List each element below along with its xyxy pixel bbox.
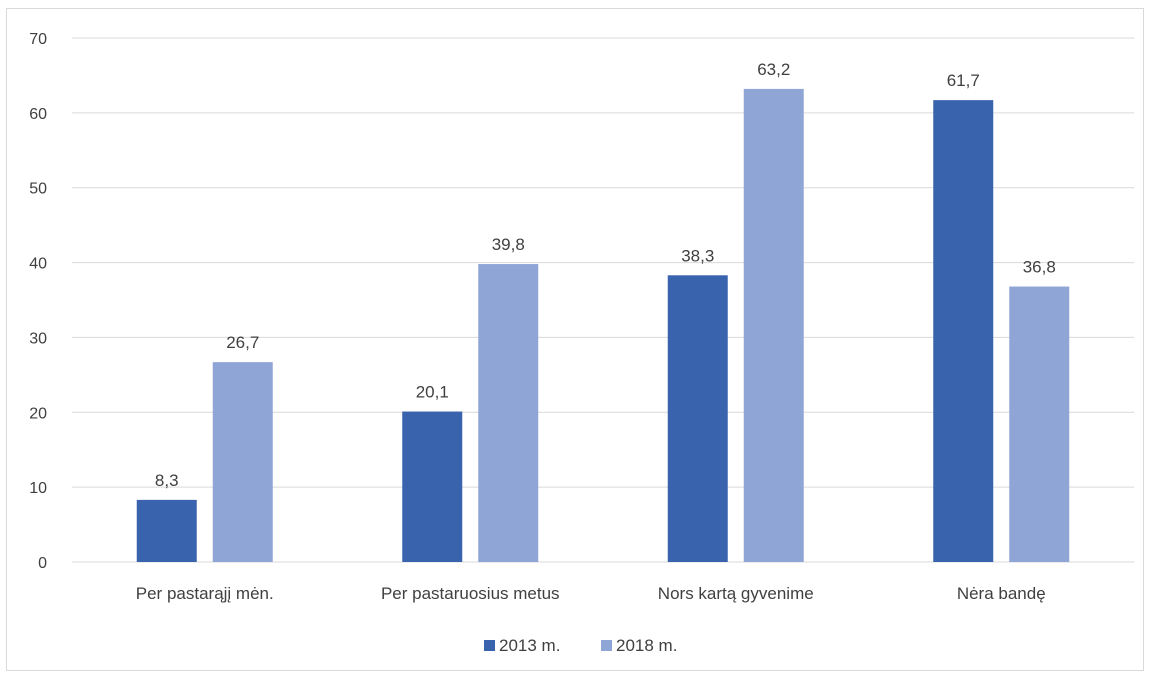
bar-series-1 xyxy=(402,411,463,562)
data-label: 20,1 xyxy=(416,383,449,402)
data-label: 39,8 xyxy=(492,235,525,254)
legend-label: 2018 m. xyxy=(616,636,677,655)
data-label: 38,3 xyxy=(681,246,714,265)
bar-series-1 xyxy=(667,275,728,562)
bar-series-1 xyxy=(136,499,197,562)
legend-swatch xyxy=(484,640,495,651)
bar-series-2 xyxy=(212,362,273,562)
y-tick-label: 10 xyxy=(29,480,47,497)
x-tick-label: Nėra bandę xyxy=(957,584,1046,603)
bars xyxy=(136,88,1070,562)
y-axis-ticks: 0 10 20 30 40 50 60 70 xyxy=(29,31,47,572)
bar-series-2 xyxy=(478,264,539,562)
legend-label: 2013 m. xyxy=(499,636,560,655)
y-tick-label: 70 xyxy=(29,31,47,48)
x-tick-label: Nors kartą gyvenime xyxy=(658,584,814,603)
data-labels: 8,3 26,7 20,1 39,8 38,3 63,2 61,7 36,8 xyxy=(155,60,1056,490)
chart-frame xyxy=(6,8,1144,671)
bar-series-1 xyxy=(933,100,994,562)
y-tick-label: 50 xyxy=(29,181,47,198)
y-tick-label: 60 xyxy=(29,106,47,123)
x-tick-label: Per pastaruosius metus xyxy=(381,584,560,603)
data-label: 26,7 xyxy=(226,333,259,352)
y-tick-label: 0 xyxy=(38,555,47,572)
bar-series-2 xyxy=(1009,286,1070,562)
y-tick-label: 20 xyxy=(29,405,47,422)
legend-swatch xyxy=(601,640,612,651)
data-label: 36,8 xyxy=(1023,258,1056,277)
y-tick-label: 30 xyxy=(29,330,47,347)
data-label: 8,3 xyxy=(155,471,179,490)
legend: 2013 m. 2018 m. xyxy=(484,636,677,655)
y-tick-label: 40 xyxy=(29,256,47,273)
bar-series-2 xyxy=(743,88,804,562)
x-axis-ticks: Per pastarąjį mėn. Per pastaruosius metus… xyxy=(136,584,1046,603)
x-tick-label: Per pastarąjį mėn. xyxy=(136,584,274,603)
data-label: 61,7 xyxy=(947,71,980,90)
data-label: 63,2 xyxy=(757,60,790,79)
